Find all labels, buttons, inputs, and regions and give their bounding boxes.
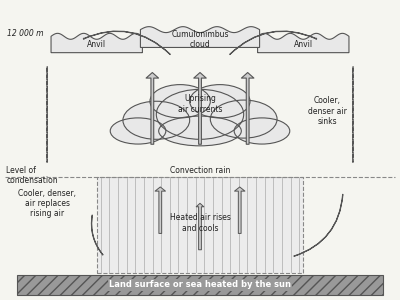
Text: Level of: Level of <box>6 166 36 175</box>
Ellipse shape <box>123 101 190 139</box>
Ellipse shape <box>210 100 277 138</box>
FancyArrowPatch shape <box>83 31 170 55</box>
Text: Uprising
air currents: Uprising air currents <box>178 94 222 114</box>
Bar <box>97 177 303 273</box>
FancyArrowPatch shape <box>230 31 317 55</box>
Text: Anvil: Anvil <box>87 40 106 49</box>
Text: Land surface or sea heated by the sun: Land surface or sea heated by the sun <box>109 280 291 290</box>
Text: Cumulonimbus
cloud: Cumulonimbus cloud <box>171 30 229 49</box>
Ellipse shape <box>156 89 244 139</box>
Text: 12 000 m: 12 000 m <box>7 29 44 38</box>
Ellipse shape <box>110 118 166 144</box>
Ellipse shape <box>159 116 241 146</box>
Text: Anvil: Anvil <box>294 40 313 49</box>
Text: Convection rain: Convection rain <box>170 166 230 175</box>
FancyArrowPatch shape <box>352 67 353 162</box>
Text: Cooler,
denser air
sinks: Cooler, denser air sinks <box>308 97 346 126</box>
FancyArrowPatch shape <box>47 67 48 162</box>
Polygon shape <box>140 27 260 47</box>
Ellipse shape <box>234 118 290 144</box>
Polygon shape <box>258 33 349 53</box>
Text: Cooler, denser,
air replaces
rising air: Cooler, denser, air replaces rising air <box>18 189 76 218</box>
Ellipse shape <box>190 85 250 118</box>
FancyArrowPatch shape <box>294 194 343 256</box>
FancyArrowPatch shape <box>92 215 103 255</box>
Polygon shape <box>51 33 142 53</box>
Bar <box>17 275 383 295</box>
Text: Heated air rises
and cools: Heated air rises and cools <box>170 213 230 233</box>
Text: condensation: condensation <box>6 176 58 185</box>
Ellipse shape <box>150 85 210 118</box>
